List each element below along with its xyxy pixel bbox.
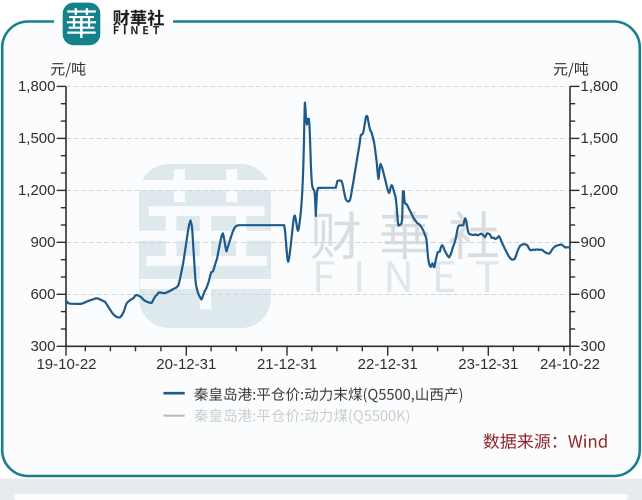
svg-text:300: 300	[30, 338, 55, 355]
svg-text:1,500: 1,500	[18, 130, 56, 147]
svg-text:300: 300	[581, 338, 606, 355]
svg-text:600: 600	[30, 286, 55, 303]
svg-text:1,200: 1,200	[581, 182, 619, 199]
svg-text:1,800: 1,800	[18, 78, 56, 95]
svg-text:22-12-31: 22-12-31	[358, 356, 418, 373]
svg-text:600: 600	[581, 286, 606, 303]
svg-text:1,500: 1,500	[581, 130, 619, 147]
svg-text:1,800: 1,800	[581, 78, 619, 95]
svg-text:23-12-31: 23-12-31	[458, 356, 518, 373]
svg-text:24-10-22: 24-10-22	[540, 356, 600, 373]
svg-text:21-12-31: 21-12-31	[257, 356, 317, 373]
svg-text:900: 900	[581, 234, 606, 251]
svg-text:20-12-31: 20-12-31	[156, 356, 216, 373]
svg-text:19-10-22: 19-10-22	[36, 356, 96, 373]
svg-text:900: 900	[30, 234, 55, 251]
svg-text:1,200: 1,200	[18, 182, 56, 199]
